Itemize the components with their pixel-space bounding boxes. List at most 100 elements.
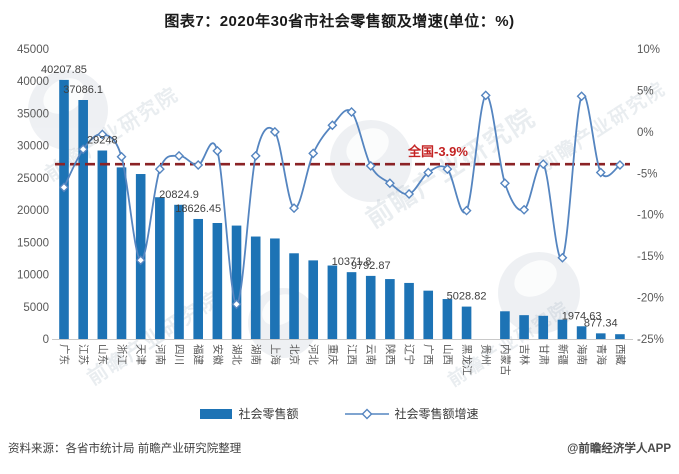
x-axis-label-甘肃: 甘肃: [537, 344, 550, 365]
x-axis-label-山西: 山西: [441, 344, 453, 365]
growth-line: [63, 93, 621, 306]
legend-label-retail: 社会零售额: [238, 407, 299, 421]
bar-广西: [423, 290, 434, 339]
x-axis-label-重庆: 重庆: [326, 344, 339, 365]
growth-marker-新疆: [557, 252, 568, 263]
bar-黑龙江: [461, 306, 472, 339]
growth-marker-四川: [174, 150, 185, 161]
y-axis-tick-left: 15000: [17, 237, 49, 249]
y-axis-tick-left: 35000: [17, 108, 49, 120]
x-axis-label-广东: 广东: [58, 344, 71, 365]
bar-陕西: [385, 279, 395, 339]
x-axis-label-山东: 山东: [96, 344, 109, 365]
bar-吉林: [519, 315, 529, 339]
y-axis-tick-left: 25000: [17, 173, 49, 185]
y-axis-tick-right: -25%: [637, 334, 664, 346]
bar-青海: [595, 333, 606, 339]
chart-canvas: 45000 40000 35000 30000 25000 20000 15000 10000…: [17, 44, 664, 376]
y-axis-tick-right: -15%: [637, 251, 664, 263]
growth-marker-辽宁: [404, 189, 415, 199]
growth-marker-贵州: [480, 90, 491, 101]
line-series-swatch: [344, 408, 389, 419]
x-axis-label-黑龙江: 黑龙江: [461, 344, 474, 376]
y-axis-tick-left: 5000: [23, 302, 49, 314]
bar-山西: [442, 299, 453, 339]
x-axis-label-上海: 上海: [269, 344, 282, 365]
bar-广东: [59, 79, 69, 339]
bar-value-label-江西: 10371.8: [332, 256, 372, 268]
bar-云南: [365, 275, 376, 339]
national-annotation: 全国-3.9%: [407, 144, 468, 159]
bar-江苏: [78, 100, 88, 339]
bar-value-label-青海: 877.34: [584, 317, 618, 329]
x-axis-label-新疆: 新疆: [556, 344, 569, 365]
bar-上海: [270, 238, 280, 339]
growth-marker-广东: [59, 182, 69, 193]
bar-重庆: [327, 265, 338, 339]
x-axis-label-内蒙古: 内蒙古: [499, 344, 512, 376]
y-axis-tick-right: -20%: [637, 293, 664, 305]
y-axis-tick-left: 40000: [17, 76, 49, 88]
growth-marker-江西: [346, 106, 357, 117]
x-axis-label-湖北: 湖北: [231, 344, 243, 365]
bar-河北: [308, 260, 319, 339]
y-axis-tick-right: -5%: [637, 168, 657, 180]
growth-marker-山西: [442, 164, 453, 175]
growth-marker-福建: [193, 160, 204, 170]
bar-value-label-福建: 18626.45: [175, 203, 221, 215]
y-axis-tick-right: 5%: [637, 85, 654, 97]
chart-title: 图表7：2020年30省市社会零售额及增速(单位：%): [164, 13, 515, 30]
x-axis-label-广西: 广西: [422, 344, 434, 365]
growth-marker-广西: [423, 167, 434, 178]
x-axis-label-湖南: 湖南: [250, 344, 263, 365]
x-axis-label-河南: 河南: [154, 344, 167, 365]
bar-北京: [289, 253, 299, 339]
bar-value-label-黑龙江: 5028.82: [447, 291, 487, 303]
bar-安徽: [212, 223, 223, 339]
bar-河南: [155, 197, 165, 339]
x-axis-label-云南: 云南: [365, 344, 378, 365]
footer: 资料来源：各省市统计局 前瞻产业研究院整理 @前瞻经济学人APP: [8, 440, 671, 456]
bar-湖北: [231, 225, 242, 339]
bar-海南: [576, 326, 587, 339]
growth-marker-甘肃: [538, 159, 549, 170]
x-axis-label-天津: 天津: [135, 344, 147, 365]
x-axis-label-河北: 河北: [307, 344, 319, 365]
growth-marker-江苏: [78, 144, 89, 155]
bar-湖南: [250, 236, 261, 339]
bar-value-label-四川: 20824.9: [159, 189, 199, 201]
growth-marker-黑龙江: [461, 205, 472, 216]
bar-value-label-山东: 29248: [87, 135, 118, 147]
bar-value-label-云南: 9792.87: [351, 260, 391, 272]
growth-marker-青海: [595, 167, 606, 178]
bar-浙江: [116, 167, 127, 339]
growth-marker-湖南: [250, 150, 261, 161]
y-axis-tick-right: 10%: [637, 44, 660, 56]
x-axis-label-贵州: 贵州: [480, 344, 493, 365]
bar-福建: [193, 218, 203, 339]
growth-marker-北京: [289, 203, 300, 214]
bar-series-swatch: [200, 408, 233, 419]
x-axis-label-北京: 北京: [288, 344, 301, 365]
growth-marker-浙江: [116, 151, 127, 162]
legend-item-growth: 社会零售额增速: [344, 405, 479, 422]
legend-item-retail: 社会零售额: [200, 405, 299, 422]
x-axis-label-海南: 海南: [576, 344, 589, 365]
growth-marker-重庆: [327, 120, 338, 131]
growth-marker-海南: [576, 91, 587, 102]
bar-西藏: [615, 334, 625, 339]
x-axis-label-江西: 江西: [346, 344, 358, 365]
y-axis-tick-right: 0%: [637, 127, 654, 139]
x-axis-label-四川: 四川: [173, 344, 185, 365]
bar-四川: [174, 204, 184, 339]
growth-marker-河南: [154, 164, 165, 175]
growth-marker-河北: [308, 148, 319, 159]
y-axis-tick-left: 45000: [17, 44, 49, 56]
legend-label-growth: 社会零售额增速: [394, 407, 479, 421]
y-axis-tick-left: 30000: [17, 141, 49, 153]
growth-marker-湖北: [231, 299, 242, 310]
bar-甘肃: [538, 315, 549, 339]
bar-value-label-广东: 40207.85: [41, 64, 87, 76]
x-axis-label-青海: 青海: [595, 344, 608, 365]
